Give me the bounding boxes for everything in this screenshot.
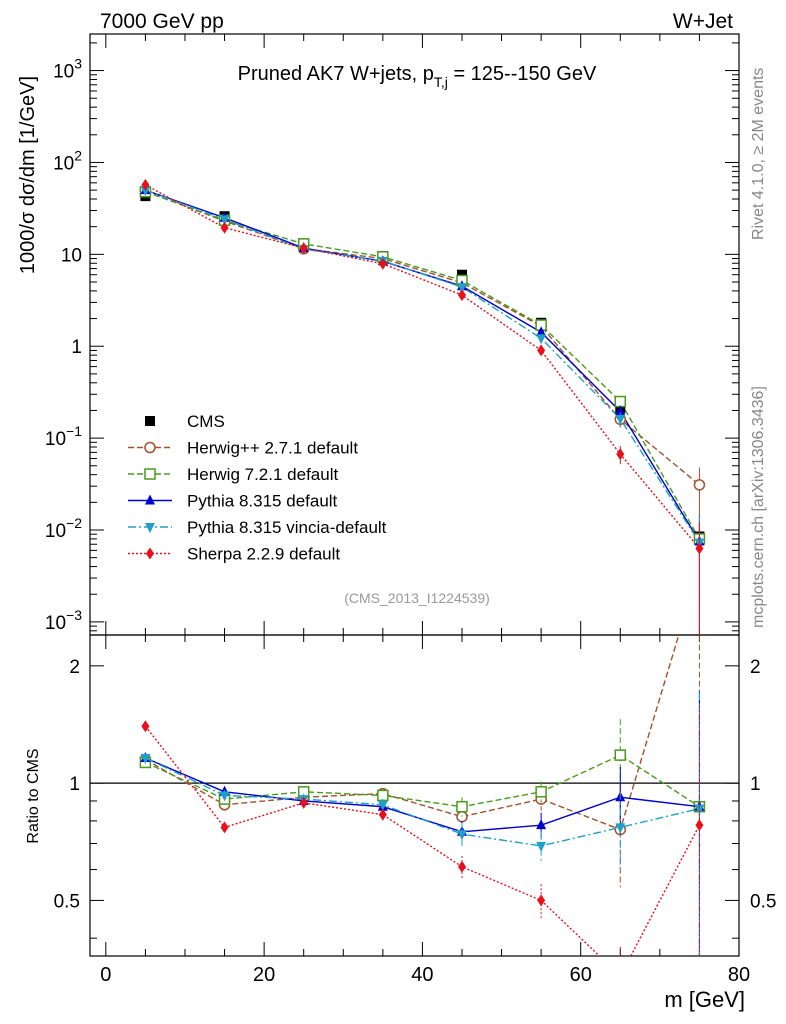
- marker-diamond: [537, 344, 546, 357]
- marker-triangle-down: [615, 414, 626, 425]
- chart-title: Pruned AK7 W+jets, pT,j = 125--150 GeV: [238, 63, 597, 90]
- marker-diamond: [616, 970, 624, 982]
- legend: CMS Herwig++ 2.7.1 default Herwig 7.2.1 de…: [128, 412, 387, 564]
- y-tick-label: 10: [61, 245, 82, 266]
- y-tick-label: 103: [53, 56, 82, 83]
- legend-label: Sherpa 2.2.9 default: [187, 545, 340, 564]
- watermark: (CMS_2013_I1224539): [344, 590, 490, 606]
- legend-label: Herwig++ 2.7.1 default: [187, 439, 358, 458]
- header-left: 7000 GeV pp: [100, 10, 224, 33]
- marker-diamond: [695, 819, 704, 832]
- marker-circle-open: [693, 479, 706, 491]
- ratio-line-pythia-8-315-vincia-default: [145, 757, 700, 847]
- marker-triangle-down: [456, 283, 467, 294]
- marker-triangle-down: [536, 334, 547, 345]
- marker-diamond: [220, 821, 229, 834]
- ratio-y-tick-label: 0.5: [54, 891, 80, 912]
- marker-diamond: [146, 547, 154, 560]
- marker-triangle-down: [140, 186, 151, 197]
- marker-triangle-up: [615, 405, 626, 416]
- marker-diamond: [457, 860, 466, 873]
- y-tick-label: 102: [53, 147, 82, 174]
- marker-square-open: [144, 468, 156, 480]
- marker-triangle-down: [694, 804, 705, 815]
- marker-diamond: [457, 289, 466, 302]
- marker-triangle-up: [145, 494, 155, 505]
- ratio-y-tick-label-right: 1: [750, 774, 761, 795]
- marker-circle-open: [144, 441, 156, 454]
- y-tick-label: 1: [71, 337, 82, 358]
- ratio-y-tick-label-right: 0.5: [750, 891, 776, 912]
- x-tick-label: 80: [728, 964, 750, 986]
- marker-diamond: [299, 242, 308, 255]
- legend-label: Herwig 7.2.1 default: [187, 465, 338, 484]
- marker-triangle-down: [456, 830, 467, 841]
- series-line-pythia-8-315-default: [145, 189, 701, 542]
- marker-triangle-down: [219, 791, 230, 802]
- y-tick-label: 10−3: [45, 607, 82, 634]
- y-tick-label: 10−1: [45, 423, 82, 450]
- marker-diamond: [220, 221, 229, 234]
- mcplots-label: mcplots.cern.ch [arXiv:1306.3436]: [750, 386, 767, 628]
- marker-triangle-down: [140, 754, 151, 765]
- series-line-herwig-2-7-1-default: [145, 190, 700, 486]
- x-tick-label: 60: [570, 964, 592, 986]
- ratio-y-tick-label: 2: [69, 657, 80, 678]
- ratio-y-tick-label: 1: [69, 774, 80, 795]
- marker-square-open: [614, 749, 627, 761]
- ratio-line-herwig-2-7-1-default: [145, 635, 680, 831]
- marker-diamond: [378, 257, 387, 270]
- rivet-label: Rivet 4.1.0, ≥ 2M events: [750, 68, 767, 240]
- marker-triangle-down: [377, 800, 388, 811]
- ratio-y-tick-label-right: 2: [750, 657, 761, 678]
- marker-square-open: [535, 786, 547, 798]
- marker-diamond: [616, 448, 625, 461]
- legend-label: Pythia 8.315 default: [187, 492, 338, 511]
- marker-triangle-up: [536, 819, 547, 830]
- main-series-group: [139, 178, 706, 635]
- marker-triangle-down: [219, 215, 230, 226]
- series-line-herwig-7-2-1-default: [145, 191, 701, 540]
- x-tick-label: 40: [411, 964, 433, 986]
- ratio-y-axis-label: Ratio to CMS: [25, 748, 42, 843]
- marker-diamond: [537, 894, 546, 907]
- series-line-pythia-8-315-vincia-default: [145, 189, 701, 543]
- marker-diamond: [378, 808, 387, 821]
- marker-diamond: [299, 796, 308, 809]
- header-right: W+Jet: [673, 10, 733, 33]
- marker-diamond: [141, 178, 150, 191]
- ratio-plot-frame: [89, 634, 740, 957]
- x-tick-label: 0: [100, 964, 111, 986]
- marker-diamond: [141, 720, 150, 733]
- marker-triangle-down: [536, 841, 547, 852]
- main-y-axis-label: 1000/σ dσ/dm [1/GeV]: [17, 76, 39, 274]
- marker-triangle-up: [536, 326, 547, 337]
- y-tick-label: 10−2: [45, 515, 82, 542]
- marker-triangle-down: [145, 523, 155, 533]
- x-tick-label: 20: [253, 964, 275, 986]
- legend-label: CMS: [187, 412, 225, 431]
- marker-diamond: [695, 542, 704, 555]
- ratio-line-sherpa-2-2-9-default: [144, 725, 701, 956]
- marker-square-open: [614, 395, 627, 408]
- marker-square-open: [377, 789, 389, 802]
- legend-label: Pythia 8.315 vincia-default: [187, 518, 387, 537]
- ratio-series-group: [139, 635, 706, 982]
- marker-square-open: [456, 800, 468, 813]
- marker-square: [145, 416, 155, 426]
- x-axis-label: m [GeV]: [664, 987, 745, 1012]
- ratio-line-herwig-7-2-1-default: [145, 754, 700, 808]
- marker-triangle-down: [615, 823, 626, 834]
